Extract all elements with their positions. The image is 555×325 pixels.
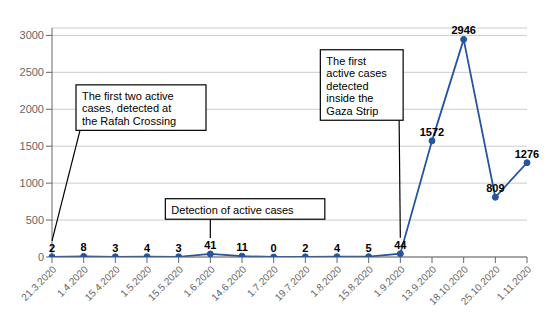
svg-text:809: 809 xyxy=(486,182,504,194)
svg-text:44: 44 xyxy=(394,239,407,251)
svg-text:15.5.2020: 15.5.2020 xyxy=(146,263,186,303)
svg-text:0: 0 xyxy=(38,251,44,263)
svg-text:3000: 3000 xyxy=(20,29,44,41)
svg-text:2: 2 xyxy=(49,242,55,254)
svg-text:4: 4 xyxy=(334,242,341,254)
svg-text:Detection of active cases: Detection of active cases xyxy=(171,204,294,216)
svg-text:15.8.2020: 15.8.2020 xyxy=(336,263,376,303)
svg-text:500: 500 xyxy=(26,214,44,226)
svg-text:The firstactive casesdetectedi: The firstactive casesdetectedinside theG… xyxy=(326,55,387,117)
svg-text:1.11.2020: 1.11.2020 xyxy=(495,263,534,302)
svg-text:5: 5 xyxy=(366,242,372,254)
svg-text:The first two activecases, det: The first two activecases, detected atth… xyxy=(82,90,176,127)
svg-text:1572: 1572 xyxy=(420,126,444,138)
svg-text:0: 0 xyxy=(271,242,277,254)
svg-text:4: 4 xyxy=(144,242,151,254)
svg-text:2000: 2000 xyxy=(20,103,44,115)
svg-text:13.9.2020: 13.9.2020 xyxy=(399,263,439,303)
svg-text:1.6.2020: 1.6.2020 xyxy=(181,263,217,299)
svg-text:2: 2 xyxy=(302,242,308,254)
svg-text:14.6.2020: 14.6.2020 xyxy=(209,263,249,303)
svg-text:2500: 2500 xyxy=(20,66,44,78)
svg-text:21.3.2020: 21.3.2020 xyxy=(19,263,59,303)
svg-text:3: 3 xyxy=(112,242,118,254)
svg-text:1276: 1276 xyxy=(515,148,539,160)
svg-text:1.4.2020: 1.4.2020 xyxy=(54,263,91,299)
svg-text:18.10.2020: 18.10.2020 xyxy=(426,263,471,307)
svg-text:1.8.2020: 1.8.2020 xyxy=(308,263,344,299)
svg-text:2946: 2946 xyxy=(451,24,475,36)
svg-text:1000: 1000 xyxy=(20,177,44,189)
svg-text:1500: 1500 xyxy=(20,140,44,152)
svg-text:1.9.2020: 1.9.2020 xyxy=(371,263,407,299)
svg-text:1.7.2020: 1.7.2020 xyxy=(244,263,281,299)
svg-text:1.5.2020: 1.5.2020 xyxy=(118,263,154,299)
svg-text:3: 3 xyxy=(176,242,182,254)
svg-text:8: 8 xyxy=(81,241,87,253)
svg-text:25.10.2020: 25.10.2020 xyxy=(459,263,502,306)
svg-text:15.4.2020: 15.4.2020 xyxy=(83,263,123,303)
svg-text:19.7.2020: 19.7.2020 xyxy=(273,263,313,303)
svg-text:41: 41 xyxy=(204,239,216,251)
svg-text:11: 11 xyxy=(236,241,248,253)
